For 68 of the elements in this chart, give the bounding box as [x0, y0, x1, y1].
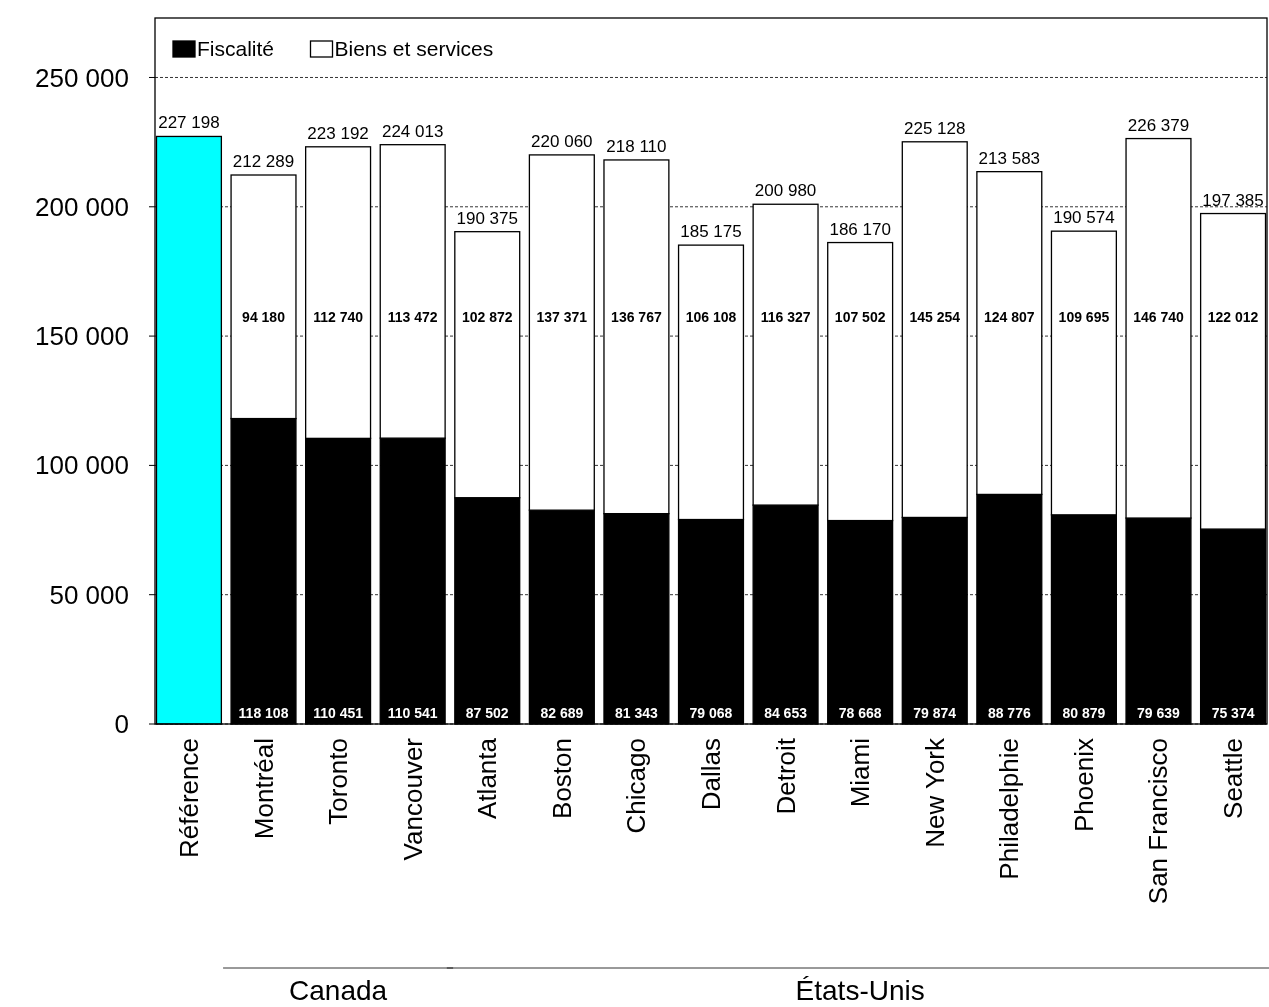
- data-label: 79 068: [689, 705, 733, 721]
- total-label: 186 170: [829, 219, 891, 239]
- data-label: 118 108: [238, 705, 289, 721]
- total-label: 212 289: [232, 152, 295, 172]
- x-tick-label: Chicago: [621, 738, 652, 834]
- x-tick-label: Miami: [845, 738, 876, 808]
- y-tick-label: 200 000: [35, 191, 129, 222]
- x-tick-label: San Francisco: [1143, 738, 1174, 905]
- total-label: 218 110: [606, 136, 667, 156]
- y-tick-label: 150 000: [35, 321, 129, 352]
- data-label: 109 695: [1058, 308, 1110, 325]
- data-label: 106 108: [685, 308, 737, 325]
- x-tick-label: New York: [919, 737, 950, 848]
- data-label: 113 472: [387, 308, 438, 325]
- x-tick-label: Detroit: [770, 737, 801, 815]
- data-label: 82 689: [540, 705, 584, 721]
- text: États-Unis: [795, 975, 925, 1006]
- total-label: 185 175: [680, 222, 742, 242]
- text: Canada: [289, 975, 388, 1006]
- data-label: 112 740: [313, 308, 364, 325]
- x-tick-label: Toronto: [323, 738, 354, 825]
- x-tick-label: Philadelphie: [994, 738, 1025, 880]
- y-tick-label: 100 000: [35, 450, 129, 481]
- y-tick-label: 250 000: [35, 62, 129, 93]
- data-label: 116 327: [760, 308, 811, 325]
- data-label: 88 776: [987, 705, 1031, 721]
- x-tick-label: Phoenix: [1068, 738, 1099, 832]
- data-label: 79 639: [1137, 705, 1181, 721]
- data-label: 84 653: [764, 705, 808, 721]
- data-label: 79 874: [913, 705, 957, 721]
- data-label: 102 872: [461, 308, 513, 325]
- total-label: 220 060: [531, 131, 593, 151]
- x-tick-label: Montréal: [248, 738, 279, 840]
- total-label: 213 583: [978, 148, 1041, 168]
- total-label: 197 385: [1202, 190, 1264, 210]
- x-tick-label: Vancouver: [397, 737, 428, 861]
- data-label: 136 767: [611, 308, 662, 325]
- total-label: 225 128: [904, 118, 966, 138]
- x-tick-label: Seattle: [1218, 738, 1249, 819]
- data-label: 87 502: [465, 705, 509, 721]
- x-tick-label: Référence: [173, 738, 204, 858]
- data-label: 145 254: [909, 308, 961, 325]
- x-tick-label: Boston: [546, 738, 577, 819]
- x-tick-label: Atlanta: [472, 737, 503, 819]
- total-label: 223 192: [307, 123, 369, 143]
- total-label: 190 375: [456, 208, 518, 228]
- y-tick-label: 0: [114, 709, 129, 740]
- total-label: 190 574: [1053, 208, 1115, 228]
- total-label: 226 379: [1127, 115, 1190, 135]
- data-label: 80 879: [1062, 705, 1106, 721]
- total-label: 227 198: [158, 113, 220, 133]
- data-label: 137 371: [536, 308, 588, 325]
- data-label: 81 343: [615, 705, 659, 721]
- y-tick-label: 50 000: [49, 579, 129, 610]
- data-label: 78 668: [838, 705, 882, 721]
- legend-label: Biens et services: [334, 37, 494, 60]
- total-label: 200 980: [754, 181, 817, 201]
- data-label: 110 451: [313, 705, 364, 721]
- total-label: 224 013: [381, 121, 444, 141]
- legend-label: Fiscalité: [197, 37, 275, 60]
- data-label: 122 012: [1207, 308, 1259, 325]
- data-label: 94 180: [242, 308, 286, 325]
- data-label: 124 807: [984, 308, 1035, 325]
- data-label: 146 740: [1133, 308, 1184, 325]
- data-label: 107 502: [834, 308, 886, 325]
- data-label: 75 374: [1211, 705, 1255, 721]
- data-label: 110 541: [387, 705, 438, 721]
- x-tick-label: Dallas: [696, 738, 726, 811]
